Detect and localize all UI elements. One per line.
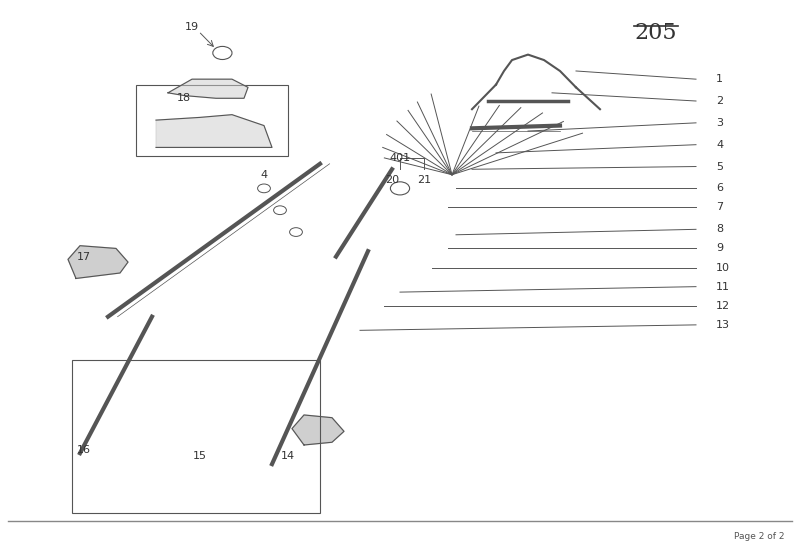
Text: 4: 4	[716, 140, 723, 150]
Text: 14: 14	[281, 451, 295, 461]
Text: 6: 6	[716, 183, 723, 193]
Text: 15: 15	[193, 451, 207, 461]
Text: 19: 19	[185, 22, 199, 32]
Text: 4: 4	[261, 170, 267, 180]
Text: 5: 5	[716, 162, 723, 171]
Text: Page 2 of 2: Page 2 of 2	[734, 532, 784, 541]
Polygon shape	[292, 415, 344, 445]
Text: 12: 12	[716, 301, 730, 311]
Text: 17: 17	[77, 252, 91, 262]
Text: 205: 205	[634, 22, 678, 44]
Bar	[72, 360, 320, 513]
Text: 11: 11	[716, 282, 730, 292]
Text: 8: 8	[716, 224, 723, 234]
Text: 13: 13	[716, 320, 730, 330]
Text: 401: 401	[390, 153, 410, 163]
Text: 9: 9	[716, 244, 723, 253]
Text: 16: 16	[77, 446, 91, 455]
Text: 1: 1	[716, 74, 723, 84]
Text: 21: 21	[417, 175, 431, 185]
Text: 10: 10	[716, 263, 730, 272]
Polygon shape	[168, 79, 248, 98]
Text: 18: 18	[177, 93, 191, 103]
Text: 2: 2	[716, 96, 723, 106]
Text: 20: 20	[385, 175, 399, 185]
Polygon shape	[156, 115, 272, 147]
Polygon shape	[68, 246, 128, 278]
Text: 7: 7	[716, 203, 723, 212]
Text: 3: 3	[716, 118, 723, 128]
